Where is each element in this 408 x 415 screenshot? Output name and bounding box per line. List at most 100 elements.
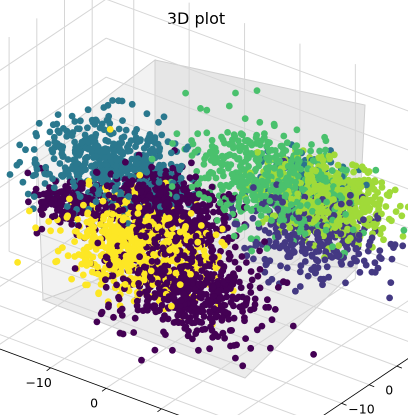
scatter-point — [216, 295, 224, 302]
scatter-point — [163, 199, 171, 207]
scatter-point — [117, 268, 125, 276]
scatter-point — [276, 244, 284, 252]
scatter-point — [262, 171, 269, 178]
scatter-point — [112, 172, 120, 180]
scatter-point — [140, 144, 148, 152]
scatter-point — [287, 241, 295, 249]
scatter-point — [326, 155, 334, 163]
scatter-point — [252, 242, 260, 249]
scatter-point — [241, 115, 249, 122]
scatter-point — [264, 296, 271, 304]
scatter-point — [199, 207, 207, 215]
scatter-point — [239, 308, 247, 315]
scatter-point — [233, 220, 241, 228]
scatter-point — [132, 159, 140, 167]
scatter-point — [138, 356, 145, 364]
scatter-point — [346, 199, 353, 207]
scatter-point — [131, 314, 139, 322]
scatter-point — [287, 164, 295, 172]
scatter-point — [317, 181, 325, 189]
scatter-point — [246, 282, 254, 290]
x-axis-line — [0, 348, 180, 415]
scatter-point — [200, 313, 208, 320]
scatter-point — [142, 216, 150, 224]
scatter-point — [216, 167, 224, 175]
scatter-point — [75, 222, 82, 230]
scatter-point — [110, 313, 117, 321]
scatter-point — [317, 275, 325, 283]
scatter-point — [119, 216, 127, 224]
scatter-point — [172, 237, 179, 245]
scatter-point — [243, 204, 251, 212]
scatter-point — [32, 224, 39, 232]
scatter-point — [193, 202, 201, 210]
scatter-point — [134, 210, 142, 217]
scatter-point — [279, 198, 286, 206]
scatter-point — [196, 274, 204, 281]
scatter-point — [308, 253, 316, 260]
scatter-point — [311, 184, 319, 192]
scatter-point — [333, 252, 340, 260]
scatter-point — [176, 308, 183, 316]
scatter-point — [120, 133, 128, 141]
scatter-point — [118, 305, 126, 313]
scatter-point — [19, 178, 27, 186]
scatter-point — [374, 214, 382, 222]
scatter-point — [85, 226, 93, 234]
scatter-point — [60, 124, 67, 132]
scatter-point — [48, 146, 56, 154]
scatter-point — [382, 203, 390, 210]
scatter-point — [91, 133, 99, 141]
scatter-point — [187, 238, 195, 246]
scatter-point — [334, 186, 342, 193]
scatter-point — [46, 184, 53, 191]
scatter-point — [319, 156, 327, 164]
scatter-point — [365, 215, 373, 223]
scatter-point — [148, 163, 156, 171]
scatter-point — [200, 160, 208, 168]
scatter-point — [233, 174, 240, 181]
scatter-point — [208, 183, 216, 191]
scatter-point — [179, 208, 187, 216]
grid-z-wall-b — [105, 37, 408, 151]
scatter-point — [153, 258, 161, 265]
scatter-point — [151, 302, 159, 310]
scatter-point — [198, 281, 206, 288]
scatter-point — [164, 221, 172, 229]
scatter-point — [290, 247, 297, 255]
scatter-point — [169, 346, 176, 354]
scatter-point — [185, 217, 192, 225]
scatter-point — [122, 126, 130, 134]
scatter-point — [203, 106, 211, 114]
scatter-point — [127, 226, 134, 234]
scatter-point — [152, 308, 160, 316]
scatter-point — [325, 273, 332, 281]
scatter-point — [193, 168, 201, 175]
scatter-point — [38, 225, 46, 233]
scatter-point — [32, 171, 39, 179]
scatter-point — [322, 146, 329, 154]
scatter-point — [196, 212, 204, 220]
y-tick-label: −10 — [348, 401, 374, 415]
scatter-point — [321, 133, 328, 141]
scatter-point — [97, 280, 105, 288]
scatter-point — [127, 203, 135, 211]
scatter-point — [261, 255, 269, 263]
scatter-point — [256, 156, 263, 163]
scatter-point — [248, 276, 256, 284]
grid-z-wall-a — [0, 0, 106, 71]
scatter-point — [46, 128, 54, 136]
scatter-point — [51, 212, 59, 220]
scatter-point — [151, 148, 158, 156]
scatter-point — [116, 197, 123, 204]
scatter-point — [131, 196, 139, 204]
scatter-point — [323, 184, 331, 192]
scatter-point — [256, 247, 263, 255]
scatter-point — [320, 232, 327, 240]
scatter-point — [137, 232, 145, 240]
scatter-point — [314, 209, 322, 217]
scatter-point — [163, 279, 171, 286]
scatter-point — [247, 344, 255, 352]
scatter-point — [378, 179, 386, 187]
